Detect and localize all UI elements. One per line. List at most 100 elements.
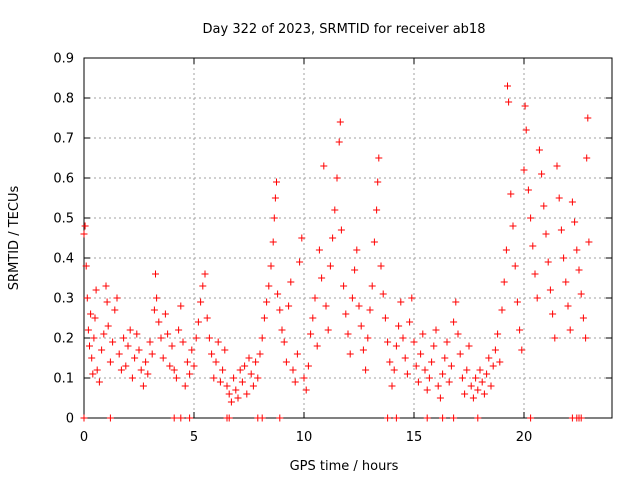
data-point: [126, 326, 134, 334]
y-tick-label: 0.3: [53, 292, 74, 307]
data-point: [82, 262, 90, 270]
data-point: [522, 126, 530, 134]
data-point: [181, 382, 189, 390]
data-point: [478, 378, 486, 386]
data-point: [439, 370, 447, 378]
data-point: [566, 326, 574, 334]
zero-data-point: [170, 414, 178, 422]
data-point: [282, 358, 290, 366]
data-point: [111, 306, 119, 314]
data-points: [80, 82, 593, 406]
data-point: [280, 338, 288, 346]
data-point: [311, 294, 319, 302]
data-point: [430, 342, 438, 350]
data-point: [452, 298, 460, 306]
data-point: [120, 334, 128, 342]
data-point: [511, 262, 519, 270]
y-tick-label: 0.6: [53, 172, 74, 187]
data-point: [221, 346, 229, 354]
data-point: [168, 342, 176, 350]
data-point: [388, 382, 396, 390]
data-point: [527, 214, 535, 222]
data-point: [265, 282, 273, 290]
data-point: [425, 374, 433, 382]
data-point: [133, 330, 141, 338]
data-point: [366, 306, 374, 314]
data-point: [307, 330, 315, 338]
data-point: [263, 298, 271, 306]
data-point: [287, 278, 295, 286]
zero-data-point: [384, 414, 392, 422]
data-point: [410, 338, 418, 346]
data-point: [524, 186, 532, 194]
data-point: [521, 102, 529, 110]
y-tick-label: 0.2: [53, 332, 74, 347]
data-point: [377, 262, 385, 270]
data-point: [238, 378, 246, 386]
data-point: [531, 270, 539, 278]
data-point: [131, 354, 139, 362]
data-point: [412, 362, 420, 370]
data-point: [271, 194, 279, 202]
data-point: [487, 382, 495, 390]
data-point: [562, 278, 570, 286]
zero-data-point: [392, 414, 400, 422]
data-point: [359, 346, 367, 354]
data-point: [329, 234, 337, 242]
data-point: [152, 270, 159, 278]
data-point: [529, 242, 537, 250]
data-point: [313, 342, 321, 350]
data-point: [201, 270, 209, 278]
data-point: [124, 342, 132, 350]
data-point: [560, 254, 568, 262]
data-point: [443, 338, 451, 346]
data-point: [546, 286, 554, 294]
x-tick-label: 10: [296, 430, 313, 445]
data-point: [533, 294, 541, 302]
data-point: [403, 370, 411, 378]
data-point: [551, 334, 559, 342]
plot-border: [83, 57, 613, 419]
data-point: [463, 366, 471, 374]
data-point: [421, 366, 429, 374]
data-point: [199, 282, 207, 290]
data-point: [234, 394, 242, 402]
data-point: [144, 370, 152, 378]
zero-data-point: [106, 414, 114, 422]
data-point: [370, 238, 378, 246]
data-point: [159, 354, 167, 362]
data-point: [474, 386, 482, 394]
data-point: [483, 370, 491, 378]
data-point: [241, 362, 249, 370]
x-ticks: 0 5 10 15 20: [80, 58, 532, 445]
data-point: [384, 338, 392, 346]
data-point: [249, 382, 257, 390]
data-point: [375, 154, 383, 162]
data-point: [227, 398, 235, 406]
data-point: [109, 338, 117, 346]
y-tick-label: 0.8: [53, 92, 74, 107]
data-point: [128, 374, 136, 382]
data-point: [87, 310, 95, 318]
x-tick-label: 0: [80, 430, 88, 445]
data-point: [553, 162, 561, 170]
data-point: [406, 318, 414, 326]
data-point: [502, 246, 510, 254]
data-point: [205, 334, 213, 342]
data-point: [212, 358, 220, 366]
data-point: [395, 322, 403, 330]
data-point: [113, 294, 121, 302]
zero-data-point: [80, 414, 88, 422]
data-point: [84, 326, 92, 334]
data-point: [298, 234, 306, 242]
data-point: [270, 214, 278, 222]
data-point: [183, 358, 191, 366]
chart-title: Day 322 of 2023, SRMTID for receiver ab1…: [203, 22, 486, 37]
data-point: [278, 326, 286, 334]
data-point: [507, 190, 515, 198]
data-point: [480, 390, 488, 398]
data-point: [579, 314, 587, 322]
data-point: [340, 282, 348, 290]
data-point: [454, 330, 462, 338]
